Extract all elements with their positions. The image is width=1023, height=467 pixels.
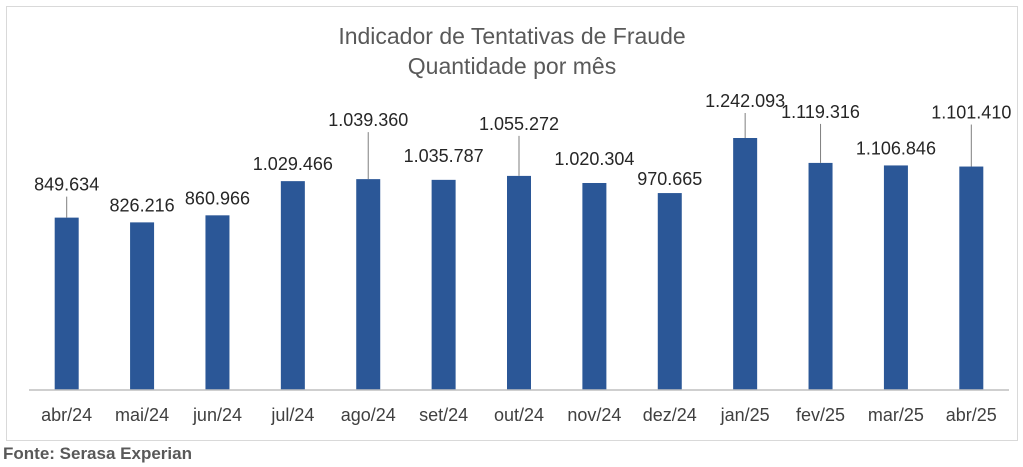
x-axis-tick-labels: abr/24 mai/24 jun/24 jul/24 ago/24 set/24 out/… [41,405,997,425]
bar-fev/25 [808,162,833,390]
x-tick-label: mar/25 [868,405,924,425]
bar-mai/24 [130,222,155,390]
x-tick-label: fev/25 [796,405,845,425]
bar-nov/24 [582,182,607,390]
data-label: 1.035.787 [404,146,484,166]
bar-dez/24 [657,193,682,390]
data-label: 860.966 [185,188,250,208]
data-label: 1.020.304 [554,149,634,169]
x-tick-label: jun/24 [192,405,242,425]
chart-subtitle: Quantidade por mês [408,53,616,79]
data-label: 1.106.846 [856,138,936,158]
data-label: 1.029.466 [253,154,333,174]
x-tick-label: dez/24 [643,405,697,425]
bar-out/24 [507,175,531,390]
data-label: 1.039.360 [328,110,408,130]
x-tick-label: out/24 [494,405,544,425]
chart-title: Indicador de Tentativas de Fraude [338,23,685,49]
bar-jan/25 [733,138,758,390]
x-tick-label: jul/24 [270,405,314,425]
bar-abr/25 [959,166,984,390]
bar-jun/24 [205,215,230,390]
bar-abr/24 [54,217,79,390]
data-label: 1.101.410 [931,103,1011,123]
data-label: 1.119.316 [781,102,860,122]
bar-ago/24 [356,179,381,390]
x-tick-label: nov/24 [567,405,621,425]
x-tick-label: ago/24 [341,405,396,425]
x-tick-label: jan/25 [720,405,770,425]
x-tick-label: mai/24 [115,405,169,425]
x-tick-label: abr/24 [41,405,92,425]
data-label: 826.216 [110,195,175,215]
data-label: 970.665 [637,169,702,189]
bar-set/24 [431,179,456,390]
bar-jul/24 [280,181,305,390]
data-label: 1.055.272 [479,114,559,134]
source-note: Fonte: Serasa Experian [3,444,192,463]
x-tick-label: set/24 [419,405,468,425]
chart-area: Indicador de Tentativas de Fraude Quanti… [6,6,1018,441]
bars-group [54,138,984,390]
bar-chart: Indicador de Tentativas de Fraude Quanti… [29,23,1011,425]
bar-mar/25 [883,165,908,390]
leader-lines-group [66,113,972,218]
x-tick-label: abr/25 [946,405,997,425]
data-label: 1.242.093 [705,91,785,111]
data-label: 849.634 [34,175,99,195]
